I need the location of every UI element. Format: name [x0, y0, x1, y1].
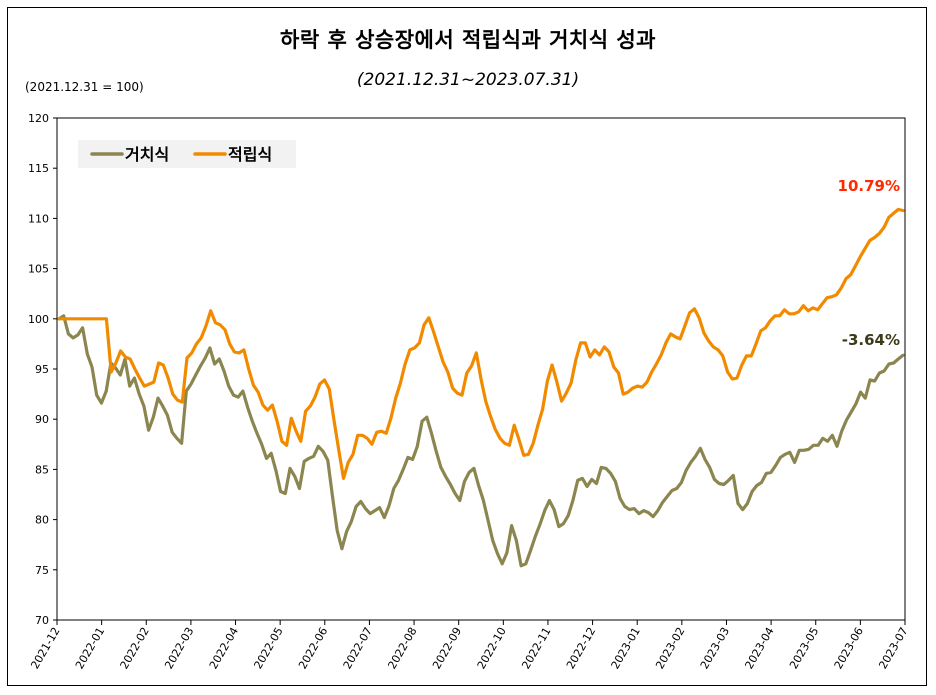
x-tick-label: 2022-02	[118, 625, 152, 671]
y-tick-label: 115	[28, 162, 49, 175]
x-tick-label: 2022-04	[207, 625, 241, 671]
y-tick-label: 105	[28, 263, 49, 276]
base-note: (2021.12.31 = 100)	[25, 80, 144, 94]
x-tick-label: 2022-06	[296, 625, 330, 671]
y-tick-label: 95	[35, 363, 49, 376]
chart-subtitle: (2021.12.31~2023.07.31)	[356, 70, 580, 90]
y-tick-label: 75	[35, 564, 49, 577]
x-tick-label: 2021-12	[28, 625, 62, 671]
x-tick-label: 2023-06	[832, 625, 866, 671]
end-value-label: -3.64%	[842, 331, 900, 349]
x-tick-label: 2023-02	[653, 625, 687, 671]
x-tick-label: 2023-05	[787, 625, 821, 671]
y-tick-label: 80	[35, 514, 49, 527]
x-tick-label: 2022-01	[73, 625, 107, 671]
x-tick-label: 2023-04	[742, 625, 776, 671]
plot-area	[56, 117, 906, 621]
legend-label-1: 적립식	[228, 145, 272, 164]
x-tick-label: 2022-07	[341, 625, 375, 671]
legend-label-0: 거치식	[125, 145, 169, 164]
chart-title: 하락 후 상승장에서 적립식과 거치식 성과	[280, 28, 656, 52]
y-tick-label: 70	[35, 614, 49, 627]
x-tick-label: 2022-08	[385, 625, 419, 671]
y-tick-label: 100	[28, 313, 49, 326]
x-tick-label: 2022-05	[252, 625, 286, 671]
x-tick-label: 2022-11	[519, 625, 553, 671]
end-value-label: 10.79%	[838, 177, 900, 195]
x-tick-label: 2022-10	[475, 625, 509, 671]
x-tick-label: 2023-07	[876, 625, 910, 671]
chart-frame	[7, 7, 927, 686]
x-tick-label: 2022-12	[564, 625, 598, 671]
x-tick-label: 2023-01	[609, 625, 643, 671]
y-tick-label: 120	[28, 112, 49, 125]
x-tick-label: 2023-03	[698, 625, 732, 671]
y-tick-label: 85	[35, 463, 49, 476]
series-line-0	[57, 314, 905, 568]
y-tick-label: 110	[28, 212, 49, 225]
series-line-1	[57, 207, 905, 480]
x-tick-label: 2022-09	[430, 625, 464, 671]
y-tick-label: 90	[35, 413, 49, 426]
x-tick-label: 2022-03	[162, 625, 196, 671]
